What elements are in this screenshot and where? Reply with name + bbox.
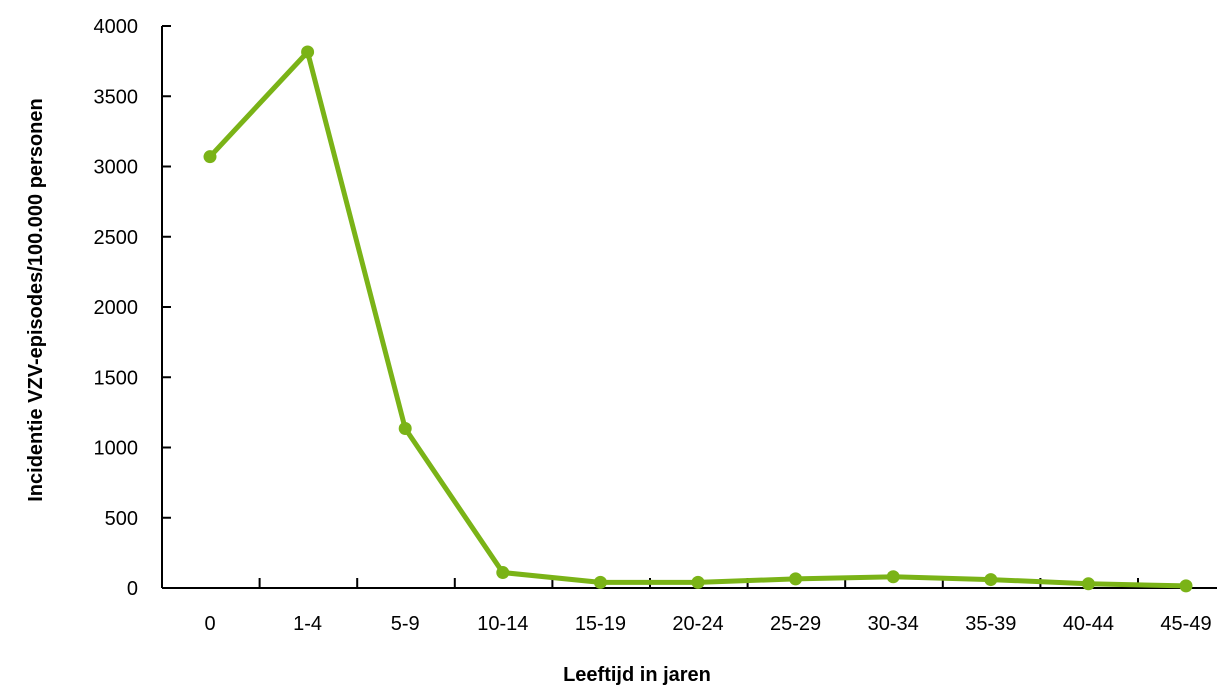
x-tick-label: 25-29 bbox=[770, 613, 821, 635]
data-point bbox=[1081, 577, 1095, 591]
data-point bbox=[593, 575, 607, 589]
data-point bbox=[691, 575, 705, 589]
y-tick-label: 1000 bbox=[94, 438, 139, 460]
data-point bbox=[1179, 579, 1193, 593]
x-tick-label: 10-14 bbox=[477, 613, 528, 635]
x-tick-label: 1-4 bbox=[293, 613, 322, 635]
x-tick-label: 30-34 bbox=[868, 613, 919, 635]
y-tick-label: 3500 bbox=[94, 86, 139, 108]
y-tick-label: 1500 bbox=[94, 367, 139, 389]
data-point bbox=[301, 45, 315, 59]
y-tick-label: 0 bbox=[127, 578, 138, 600]
x-tick-label: 0 bbox=[204, 613, 215, 635]
series-group bbox=[203, 45, 1193, 593]
y-axis: 0 500 1000 1500 2000 2500 3000 3500 4000 bbox=[94, 16, 171, 600]
x-axis: 0 1-4 5-9 10-14 15-19 20-24 25-29 30-34 35-39 40-… bbox=[162, 578, 1217, 635]
x-axis-title: Leeftijd in jaren bbox=[563, 664, 711, 685]
data-point bbox=[496, 566, 510, 580]
y-axis-title: Incidentie VZV-episodes/100.000 personen bbox=[25, 98, 47, 502]
data-point bbox=[789, 572, 803, 586]
x-tick-label: 35-39 bbox=[965, 613, 1016, 635]
series-line bbox=[207, 49, 1189, 589]
y-tick-label: 4000 bbox=[94, 16, 139, 38]
x-tick-label: 15-19 bbox=[575, 613, 626, 635]
x-tick-label: 40-44 bbox=[1063, 613, 1114, 635]
data-point bbox=[886, 570, 900, 584]
x-tick-label: 5-9 bbox=[391, 613, 420, 635]
y-tick-label: 500 bbox=[105, 508, 138, 530]
y-tick-label: 3000 bbox=[94, 157, 139, 179]
data-point bbox=[398, 422, 412, 436]
x-tick-label: 45-49 bbox=[1160, 613, 1211, 635]
y-tick-label: 2000 bbox=[94, 297, 139, 319]
data-point bbox=[984, 573, 998, 587]
y-tick-label: 2500 bbox=[94, 227, 139, 249]
data-point bbox=[203, 150, 217, 164]
x-tick-label: 20-24 bbox=[672, 613, 723, 635]
